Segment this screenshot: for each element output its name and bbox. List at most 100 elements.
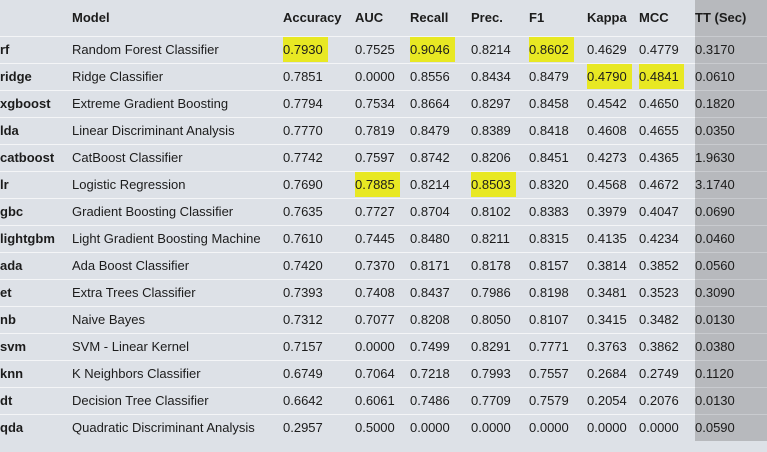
prec-value: 0.8211: [471, 231, 510, 246]
recall-value: 0.9046: [410, 37, 455, 62]
accuracy-value: 0.6749: [283, 366, 323, 381]
recall-value: 0.7486: [410, 393, 450, 408]
auc-cell: 0.7727: [355, 197, 410, 225]
tt-sec-cell: 0.0380: [695, 332, 767, 360]
kappa-cell: 0.0000: [587, 413, 639, 441]
tt-sec-value: 0.0380: [695, 339, 735, 354]
f1-cell: 0.8315: [529, 224, 587, 252]
row-index-cell: et: [0, 278, 72, 306]
kappa-cell: 0.4629: [587, 35, 639, 63]
kappa-cell: 0.3415: [587, 305, 639, 333]
prec-value: 0.8503: [471, 172, 516, 197]
mcc-value: 0.2749: [639, 366, 679, 381]
table-row: knn K Neighbors Classifier 0.6749 0.7064 0.7…: [0, 359, 767, 387]
tt-sec-cell: 0.0460: [695, 224, 767, 252]
f1-cell: 0.8418: [529, 116, 587, 144]
recall-cell: 0.7499: [410, 332, 471, 360]
row-index-cell: xgboost: [0, 89, 72, 117]
model-name-cell: Ridge Classifier: [72, 62, 283, 90]
accuracy-value: 0.7794: [283, 96, 323, 111]
kappa-value: 0.4568: [587, 177, 627, 192]
recall-value: 0.0000: [410, 420, 450, 436]
row-index-cell: svm: [0, 332, 72, 360]
f1-value: 0.8458: [529, 96, 569, 111]
model-name-cell: Decision Tree Classifier: [72, 386, 283, 414]
row-index-cell: lr: [0, 170, 72, 198]
prec-value: 0.8050: [471, 312, 511, 327]
recall-value: 0.8704: [410, 204, 450, 219]
f1-cell: 0.8479: [529, 62, 587, 90]
recall-cell: 0.8479: [410, 116, 471, 144]
tt-sec-value: 0.0690: [695, 204, 735, 219]
kappa-cell: 0.4790: [587, 62, 639, 90]
auc-cell: 0.7534: [355, 89, 410, 117]
recall-cell: 0.8171: [410, 251, 471, 279]
mcc-cell: 0.3852: [639, 251, 695, 279]
prec-value: 0.8206: [471, 150, 511, 165]
mcc-cell: 0.4655: [639, 116, 695, 144]
f1-cell: 0.8451: [529, 143, 587, 171]
accuracy-cell: 0.7312: [283, 305, 355, 333]
f1-value: 0.8320: [529, 177, 569, 192]
f1-value: 0.7771: [529, 339, 569, 354]
mcc-value: 0.3852: [639, 258, 679, 273]
auc-cell: 0.7525: [355, 35, 410, 63]
kappa-cell: 0.3979: [587, 197, 639, 225]
prec-value: 0.8389: [471, 123, 511, 138]
kappa-value: 0.3481: [587, 285, 627, 300]
recall-cell: 0.9046: [410, 35, 471, 63]
tt-sec-cell: 0.0610: [695, 62, 767, 90]
auc-value: 0.7597: [355, 150, 395, 165]
tt-sec-cell: 0.0690: [695, 197, 767, 225]
tt-sec-value: 0.0560: [695, 258, 735, 273]
table-header-row: Model Accuracy AUC Recall Prec. F1 Kappa…: [0, 0, 767, 36]
f1-cell: 0.8602: [529, 35, 587, 63]
tt-sec-value: 0.1820: [695, 96, 735, 111]
kappa-value: 0.3763: [587, 339, 627, 354]
prec-value: 0.8214: [471, 42, 511, 57]
auc-value: 0.7727: [355, 204, 395, 219]
model-name-cell: Gradient Boosting Classifier: [72, 197, 283, 225]
mcc-value: 0.3482: [639, 312, 679, 327]
accuracy-cell: 0.6642: [283, 386, 355, 414]
f1-cell: 0.8458: [529, 89, 587, 117]
table-row: lightgbm Light Gradient Boosting Machine 0…: [0, 224, 767, 252]
tt-sec-value: 0.0460: [695, 231, 735, 246]
recall-cell: 0.8704: [410, 197, 471, 225]
recall-value: 0.7218: [410, 366, 450, 381]
model-name-cell: Quadratic Discriminant Analysis: [72, 413, 283, 441]
model-name-cell: K Neighbors Classifier: [72, 359, 283, 387]
kappa-cell: 0.4135: [587, 224, 639, 252]
f1-value: 0.8602: [529, 37, 574, 62]
accuracy-value: 0.7851: [283, 69, 323, 84]
recall-cell: 0.8742: [410, 143, 471, 171]
recall-value: 0.8742: [410, 150, 450, 165]
mcc-cell: 0.4779: [639, 35, 695, 63]
auc-value: 0.7525: [355, 42, 395, 57]
auc-cell: 0.0000: [355, 62, 410, 90]
f1-cell: 0.7579: [529, 386, 587, 414]
recall-value: 0.8214: [410, 177, 450, 192]
f1-value: 0.7557: [529, 366, 569, 381]
model-name-cell: Light Gradient Boosting Machine: [72, 224, 283, 252]
tt-sec-value: 3.1740: [695, 177, 735, 192]
recall-value: 0.8171: [410, 258, 450, 273]
kappa-value: 0.4608: [587, 123, 627, 138]
prec-cell: 0.8434: [471, 62, 529, 90]
mcc-value: 0.2076: [639, 393, 679, 408]
accuracy-value: 0.7742: [283, 150, 323, 165]
mcc-cell: 0.4365: [639, 143, 695, 171]
prec-value: 0.0000: [471, 420, 511, 436]
prec-cell: 0.8214: [471, 35, 529, 63]
recall-cell: 0.0000: [410, 413, 471, 441]
table-row: gbc Gradient Boosting Classifier 0.7635 0.7…: [0, 197, 767, 225]
table-row: ada Ada Boost Classifier 0.7420 0.7370 0.817…: [0, 251, 767, 279]
model-name-cell: CatBoost Classifier: [72, 143, 283, 171]
recall-value: 0.8208: [410, 312, 450, 327]
auc-value: 0.0000: [355, 69, 395, 84]
table-row: lr Logistic Regression 0.7690 0.7885 0.8214 0…: [0, 170, 767, 198]
auc-cell: 0.7445: [355, 224, 410, 252]
prec-cell: 0.7993: [471, 359, 529, 387]
row-index-cell: knn: [0, 359, 72, 387]
row-index-cell: dt: [0, 386, 72, 414]
